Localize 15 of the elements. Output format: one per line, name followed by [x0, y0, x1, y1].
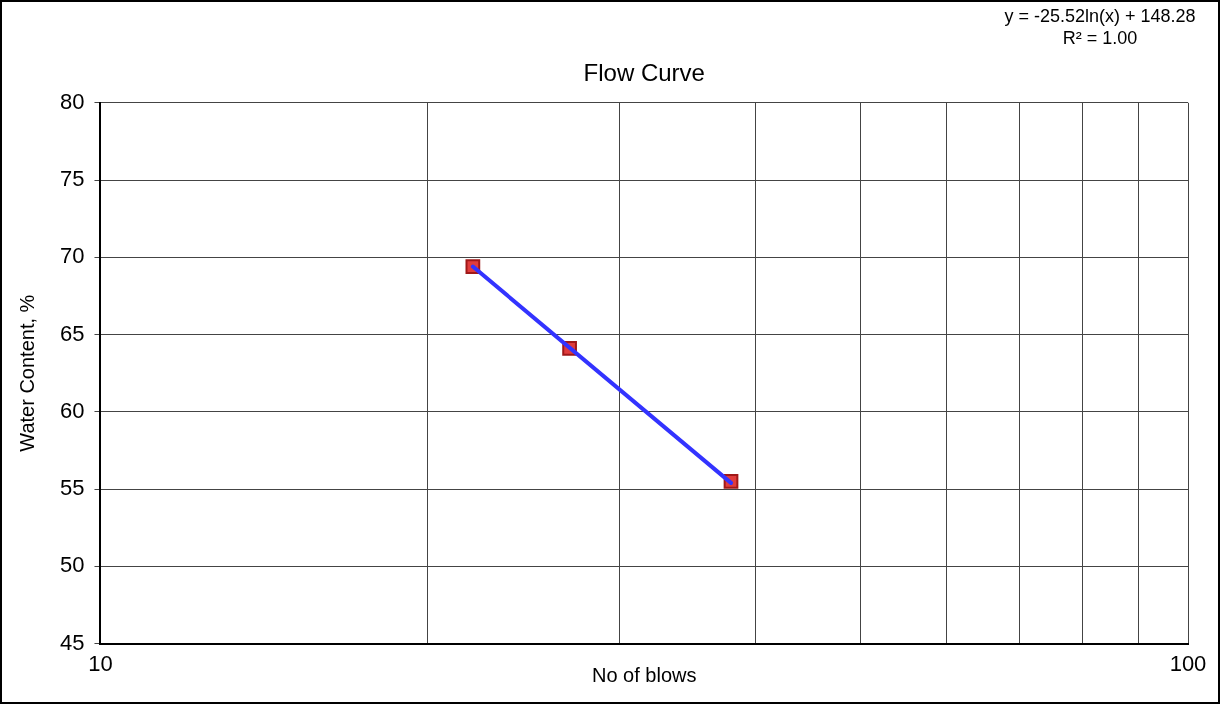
y-tick-label: 75	[59, 166, 85, 192]
chart-title: Flow Curve	[583, 59, 705, 87]
y-tick-label: 55	[59, 475, 85, 501]
y-tick-label: 80	[59, 88, 85, 114]
y-tick-label: 50	[59, 552, 85, 578]
text: R² = 1.00	[1062, 27, 1138, 48]
y-tick-label: 60	[59, 397, 85, 423]
x-tick-label: 10	[88, 650, 113, 676]
y-tick-label: 70	[59, 243, 85, 269]
y-axis-title: Water Content, %	[15, 294, 38, 452]
text: y = -25.52ln(x) + 148.28	[1004, 5, 1196, 26]
y-tick-label: 65	[59, 320, 85, 346]
x-axis-title: No of blows	[591, 663, 697, 686]
x-tick-label: 100	[1169, 650, 1207, 676]
y-tick-label: 45	[59, 629, 85, 655]
